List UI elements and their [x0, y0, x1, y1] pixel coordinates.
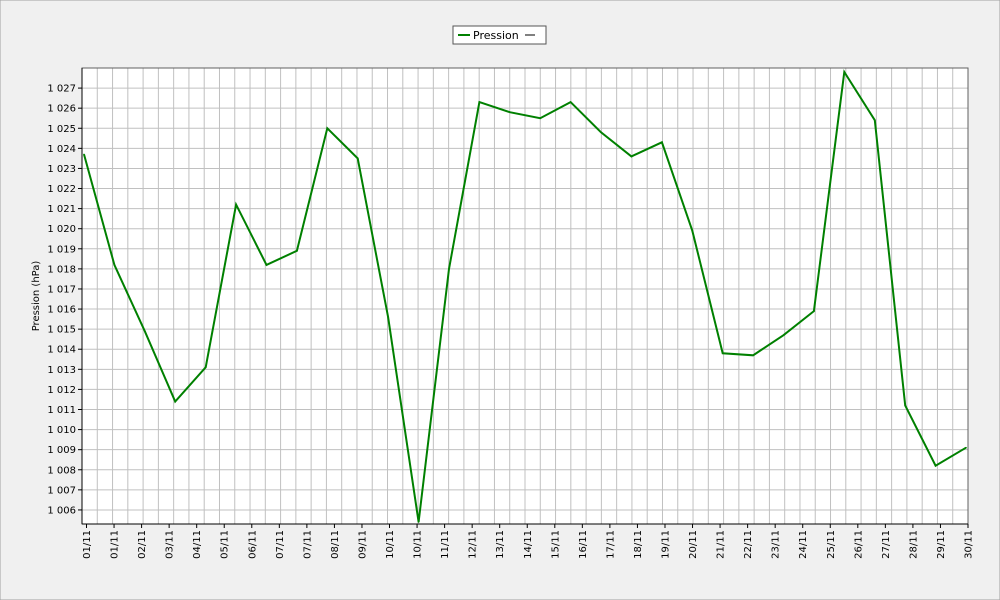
y-tick-label: 1 007	[47, 485, 76, 496]
data-point	[113, 264, 116, 266]
x-tick-label: 22/11	[743, 530, 754, 559]
x-tick-label: 28/11	[908, 530, 919, 559]
data-point	[813, 310, 815, 312]
y-tick-label: 1 011	[47, 405, 76, 416]
x-tick-label: 12/11	[468, 530, 479, 559]
x-tick-label: 20/11	[688, 530, 699, 559]
data-point	[873, 119, 876, 122]
data-point	[965, 446, 967, 449]
x-tick-label: 03/11	[165, 530, 176, 559]
data-point	[691, 229, 694, 232]
data-point	[569, 101, 572, 103]
y-tick-label: 1 016	[47, 305, 76, 316]
x-tick-label: 26/11	[853, 530, 864, 559]
y-axis-label: Pression (hPa)	[31, 261, 42, 332]
x-tick-label: 04/11	[192, 530, 203, 559]
data-point	[539, 117, 542, 120]
x-tick-label: 08/11	[330, 530, 341, 559]
x-tick-label: 14/11	[523, 530, 534, 559]
data-point	[508, 111, 511, 113]
x-tick-label: 25/11	[826, 530, 837, 559]
data-point	[387, 316, 389, 318]
y-tick-label: 1 012	[47, 385, 76, 396]
x-tick-label: 07/11	[302, 530, 313, 559]
x-tick-label: 01/11	[82, 530, 93, 559]
y-tick-label: 1 006	[47, 505, 76, 516]
x-tick-label: 21/11	[716, 530, 727, 559]
legend-box	[452, 25, 547, 45]
x-tick-label: 24/11	[798, 530, 809, 559]
y-tick-label: 1 014	[47, 345, 76, 356]
x-tick-label: 13/11	[495, 530, 506, 559]
y-tick-label: 1 024	[47, 144, 76, 155]
data-point	[752, 354, 754, 357]
y-tick-label: 1 022	[47, 184, 76, 195]
x-tick-label: 02/11	[137, 530, 148, 559]
data-point	[478, 101, 481, 103]
y-tick-label: 1 008	[47, 465, 76, 476]
y-tick-label: 1 009	[47, 445, 76, 456]
data-point	[417, 521, 420, 523]
x-tick-label: 01/11	[110, 530, 121, 559]
x-tick-label: 16/11	[578, 530, 589, 559]
data-point	[326, 127, 329, 130]
y-tick-label: 1 027	[47, 84, 76, 95]
x-tick-label: 27/11	[881, 530, 892, 559]
data-point	[83, 153, 85, 156]
data-point	[296, 250, 298, 252]
x-tick-label: 17/11	[605, 530, 616, 559]
data-point	[356, 157, 359, 160]
x-tick-label: 15/11	[550, 530, 561, 559]
data-point	[204, 366, 207, 369]
y-tick-label: 1 015	[47, 325, 76, 336]
data-point	[235, 203, 237, 206]
data-point	[630, 155, 633, 158]
y-tick-label: 1 026	[47, 104, 76, 115]
data-point	[782, 334, 785, 336]
x-tick-label: 23/11	[771, 530, 782, 559]
x-tick-label: 10/11	[413, 530, 424, 559]
y-tick-label: 1 019	[47, 244, 76, 255]
y-tick-label: 1 023	[47, 164, 76, 175]
x-tick-label: 10/11	[385, 530, 396, 559]
y-tick-label: 1 025	[47, 124, 76, 135]
y-tick-label: 1 021	[47, 204, 76, 215]
data-point	[265, 264, 268, 266]
data-point	[600, 131, 602, 134]
x-tick-label: 07/11	[275, 530, 286, 559]
x-tick-label: 05/11	[220, 530, 231, 559]
y-tick-label: 1 010	[47, 425, 76, 436]
legend-series-name: Pression	[473, 29, 519, 42]
x-tick-label: 30/11	[964, 530, 975, 559]
data-point	[661, 141, 663, 144]
x-tick-label: 18/11	[633, 530, 644, 559]
data-point	[904, 404, 906, 407]
data-point	[144, 330, 146, 332]
x-tick-label: 19/11	[660, 530, 671, 559]
data-point	[843, 71, 846, 73]
data-point	[721, 352, 724, 355]
x-tick-label: 11/11	[440, 530, 451, 559]
x-tick-label: 29/11	[936, 530, 947, 559]
plot-area: 1 006 1 007 1 008 1 009 1 010 1 011 1 012 1 013…	[47, 67, 975, 559]
data-point	[174, 400, 177, 403]
y-tick-label: 1 017	[47, 284, 76, 295]
data-point	[934, 464, 937, 467]
data-point	[448, 268, 450, 270]
y-tick-label: 1 013	[47, 365, 76, 376]
y-tick-label: 1 018	[47, 264, 76, 275]
y-tick-label: 1 020	[47, 224, 76, 235]
x-tick-label: 06/11	[247, 530, 258, 559]
series-line-pression	[83, 69, 967, 523]
legend: Pression	[452, 25, 547, 45]
x-tick-label: 09/11	[357, 530, 368, 559]
